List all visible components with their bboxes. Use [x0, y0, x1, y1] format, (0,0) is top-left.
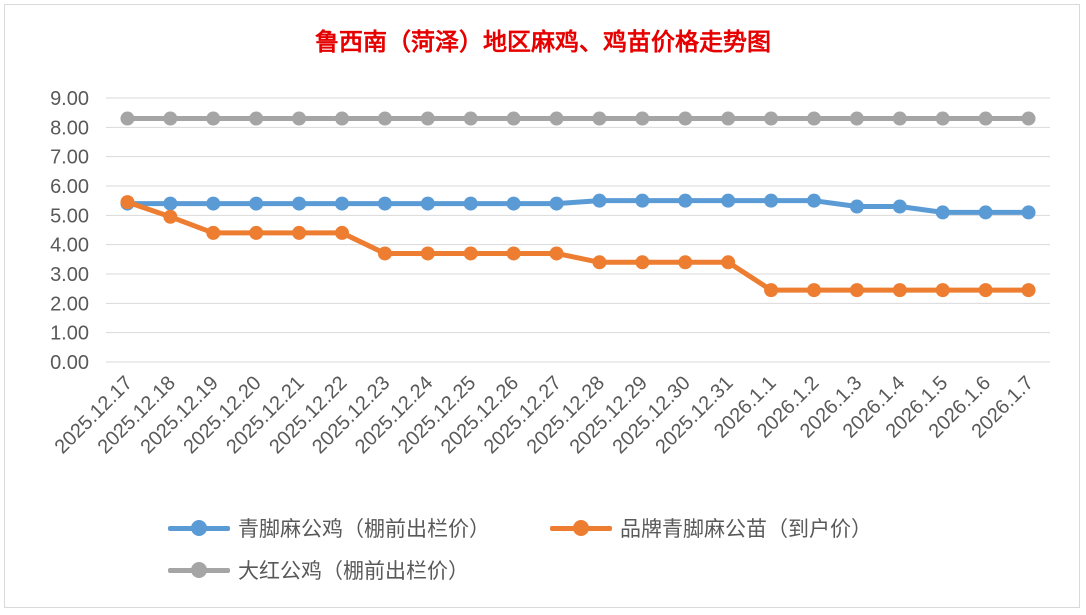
- y-tick-label: 3.00: [50, 264, 89, 286]
- y-tick-label: 8.00: [50, 117, 89, 139]
- data-point-2[interactable]: [721, 111, 736, 126]
- data-point-1[interactable]: [206, 225, 221, 240]
- data-point-2[interactable]: [549, 111, 564, 126]
- data-point-0[interactable]: [463, 196, 478, 211]
- series-2: [120, 111, 1036, 126]
- data-point-2[interactable]: [892, 111, 907, 126]
- series-0: [120, 193, 1036, 220]
- data-point-0[interactable]: [935, 205, 950, 220]
- series-line-1: [124, 199, 1032, 293]
- y-tick-label: 1.00: [50, 323, 89, 345]
- data-point-0[interactable]: [377, 196, 392, 211]
- data-point-1[interactable]: [506, 246, 521, 261]
- data-point-2[interactable]: [249, 111, 264, 126]
- data-point-1[interactable]: [892, 283, 907, 298]
- data-point-0[interactable]: [892, 199, 907, 214]
- data-point-2[interactable]: [764, 111, 779, 126]
- data-point-2[interactable]: [120, 111, 135, 126]
- legend-swatch-series-1: [550, 518, 612, 538]
- y-tick-label: 5.00: [50, 205, 89, 227]
- data-point-1[interactable]: [163, 209, 178, 224]
- data-point-1[interactable]: [463, 246, 478, 261]
- data-point-0[interactable]: [592, 193, 607, 208]
- data-point-2[interactable]: [1021, 111, 1036, 126]
- data-point-2[interactable]: [635, 111, 650, 126]
- y-tick-label: 4.00: [50, 235, 89, 257]
- data-point-2[interactable]: [807, 111, 821, 126]
- y-tick-label: 7.00: [50, 147, 89, 169]
- data-point-2[interactable]: [163, 111, 178, 126]
- data-point-0[interactable]: [807, 193, 821, 208]
- data-point-0[interactable]: [163, 196, 178, 211]
- y-tick-label: 6.00: [50, 176, 89, 198]
- data-point-1[interactable]: [420, 246, 435, 261]
- data-point-0[interactable]: [849, 199, 864, 214]
- y-tick-label: 0.00: [50, 352, 89, 374]
- series-lines: [120, 111, 1036, 298]
- data-point-1[interactable]: [1021, 283, 1036, 298]
- data-point-2[interactable]: [678, 111, 693, 126]
- data-point-1[interactable]: [849, 283, 864, 298]
- data-point-0[interactable]: [420, 196, 435, 211]
- data-point-2[interactable]: [420, 111, 435, 126]
- data-point-0[interactable]: [335, 196, 349, 211]
- data-point-1[interactable]: [377, 246, 392, 261]
- data-point-0[interactable]: [1021, 205, 1036, 220]
- chart-title: 鲁西南（菏泽）地区麻鸡、鸡苗价格走势图: [315, 27, 771, 56]
- legend-label-series-0: 青脚麻公鸡（棚前出栏价）: [238, 517, 490, 541]
- data-point-2[interactable]: [292, 111, 307, 126]
- data-point-1[interactable]: [764, 283, 779, 298]
- data-point-1[interactable]: [635, 255, 650, 270]
- data-point-1[interactable]: [120, 195, 135, 210]
- data-point-1[interactable]: [978, 283, 993, 298]
- data-point-1[interactable]: [807, 283, 821, 298]
- data-point-1[interactable]: [292, 225, 307, 240]
- data-point-2[interactable]: [935, 111, 950, 126]
- data-point-2[interactable]: [849, 111, 864, 126]
- data-point-0[interactable]: [678, 193, 693, 208]
- legend-item-series-1[interactable]: 品牌青脚麻公苗（到户价）: [550, 513, 872, 543]
- series-1: [120, 195, 1036, 298]
- data-point-0[interactable]: [549, 196, 564, 211]
- legend-item-series-2[interactable]: 大红公鸡（棚前出栏价）: [168, 555, 469, 585]
- legend-label-series-1: 品牌青脚麻公苗（到户价）: [620, 517, 872, 541]
- data-point-1[interactable]: [549, 246, 564, 261]
- data-point-2[interactable]: [592, 111, 607, 126]
- data-point-0[interactable]: [206, 196, 221, 211]
- data-point-0[interactable]: [764, 193, 779, 208]
- data-point-1[interactable]: [335, 225, 349, 240]
- data-point-0[interactable]: [292, 196, 307, 211]
- x-axis-tick-labels: 2025.12.172025.12.182025.12.192025.12.20…: [51, 372, 1038, 458]
- data-point-2[interactable]: [335, 111, 349, 126]
- chart-frame: [4, 4, 1080, 608]
- data-point-2[interactable]: [978, 111, 993, 126]
- series-line-0: [124, 198, 1032, 215]
- data-point-1[interactable]: [249, 225, 264, 240]
- legend-item-series-0[interactable]: 青脚麻公鸡（棚前出栏价）: [168, 513, 490, 543]
- data-point-0[interactable]: [506, 196, 521, 211]
- grid-lines: [106, 97, 1050, 363]
- legend-swatch-series-2: [168, 560, 230, 580]
- y-tick-label: 2.00: [50, 293, 89, 315]
- data-point-0[interactable]: [978, 205, 993, 220]
- data-point-2[interactable]: [506, 111, 521, 126]
- y-tick-label: 9.00: [50, 88, 89, 110]
- data-point-0[interactable]: [635, 193, 650, 208]
- data-point-1[interactable]: [721, 255, 736, 270]
- data-point-0[interactable]: [721, 193, 736, 208]
- y-axis-tick-labels: 0.00 1.00 2.00 3.00 4.00 5.00 6.00 7.00 8.00 9.00: [50, 88, 89, 374]
- data-point-0[interactable]: [249, 196, 264, 211]
- data-point-1[interactable]: [592, 255, 607, 270]
- legend-label-series-2: 大红公鸡（棚前出栏价）: [238, 559, 469, 583]
- data-point-1[interactable]: [935, 283, 950, 298]
- legend-swatch-series-0: [168, 518, 230, 538]
- data-point-1[interactable]: [678, 255, 693, 270]
- data-point-2[interactable]: [206, 111, 221, 126]
- data-point-2[interactable]: [377, 111, 392, 126]
- data-point-2[interactable]: [463, 111, 478, 126]
